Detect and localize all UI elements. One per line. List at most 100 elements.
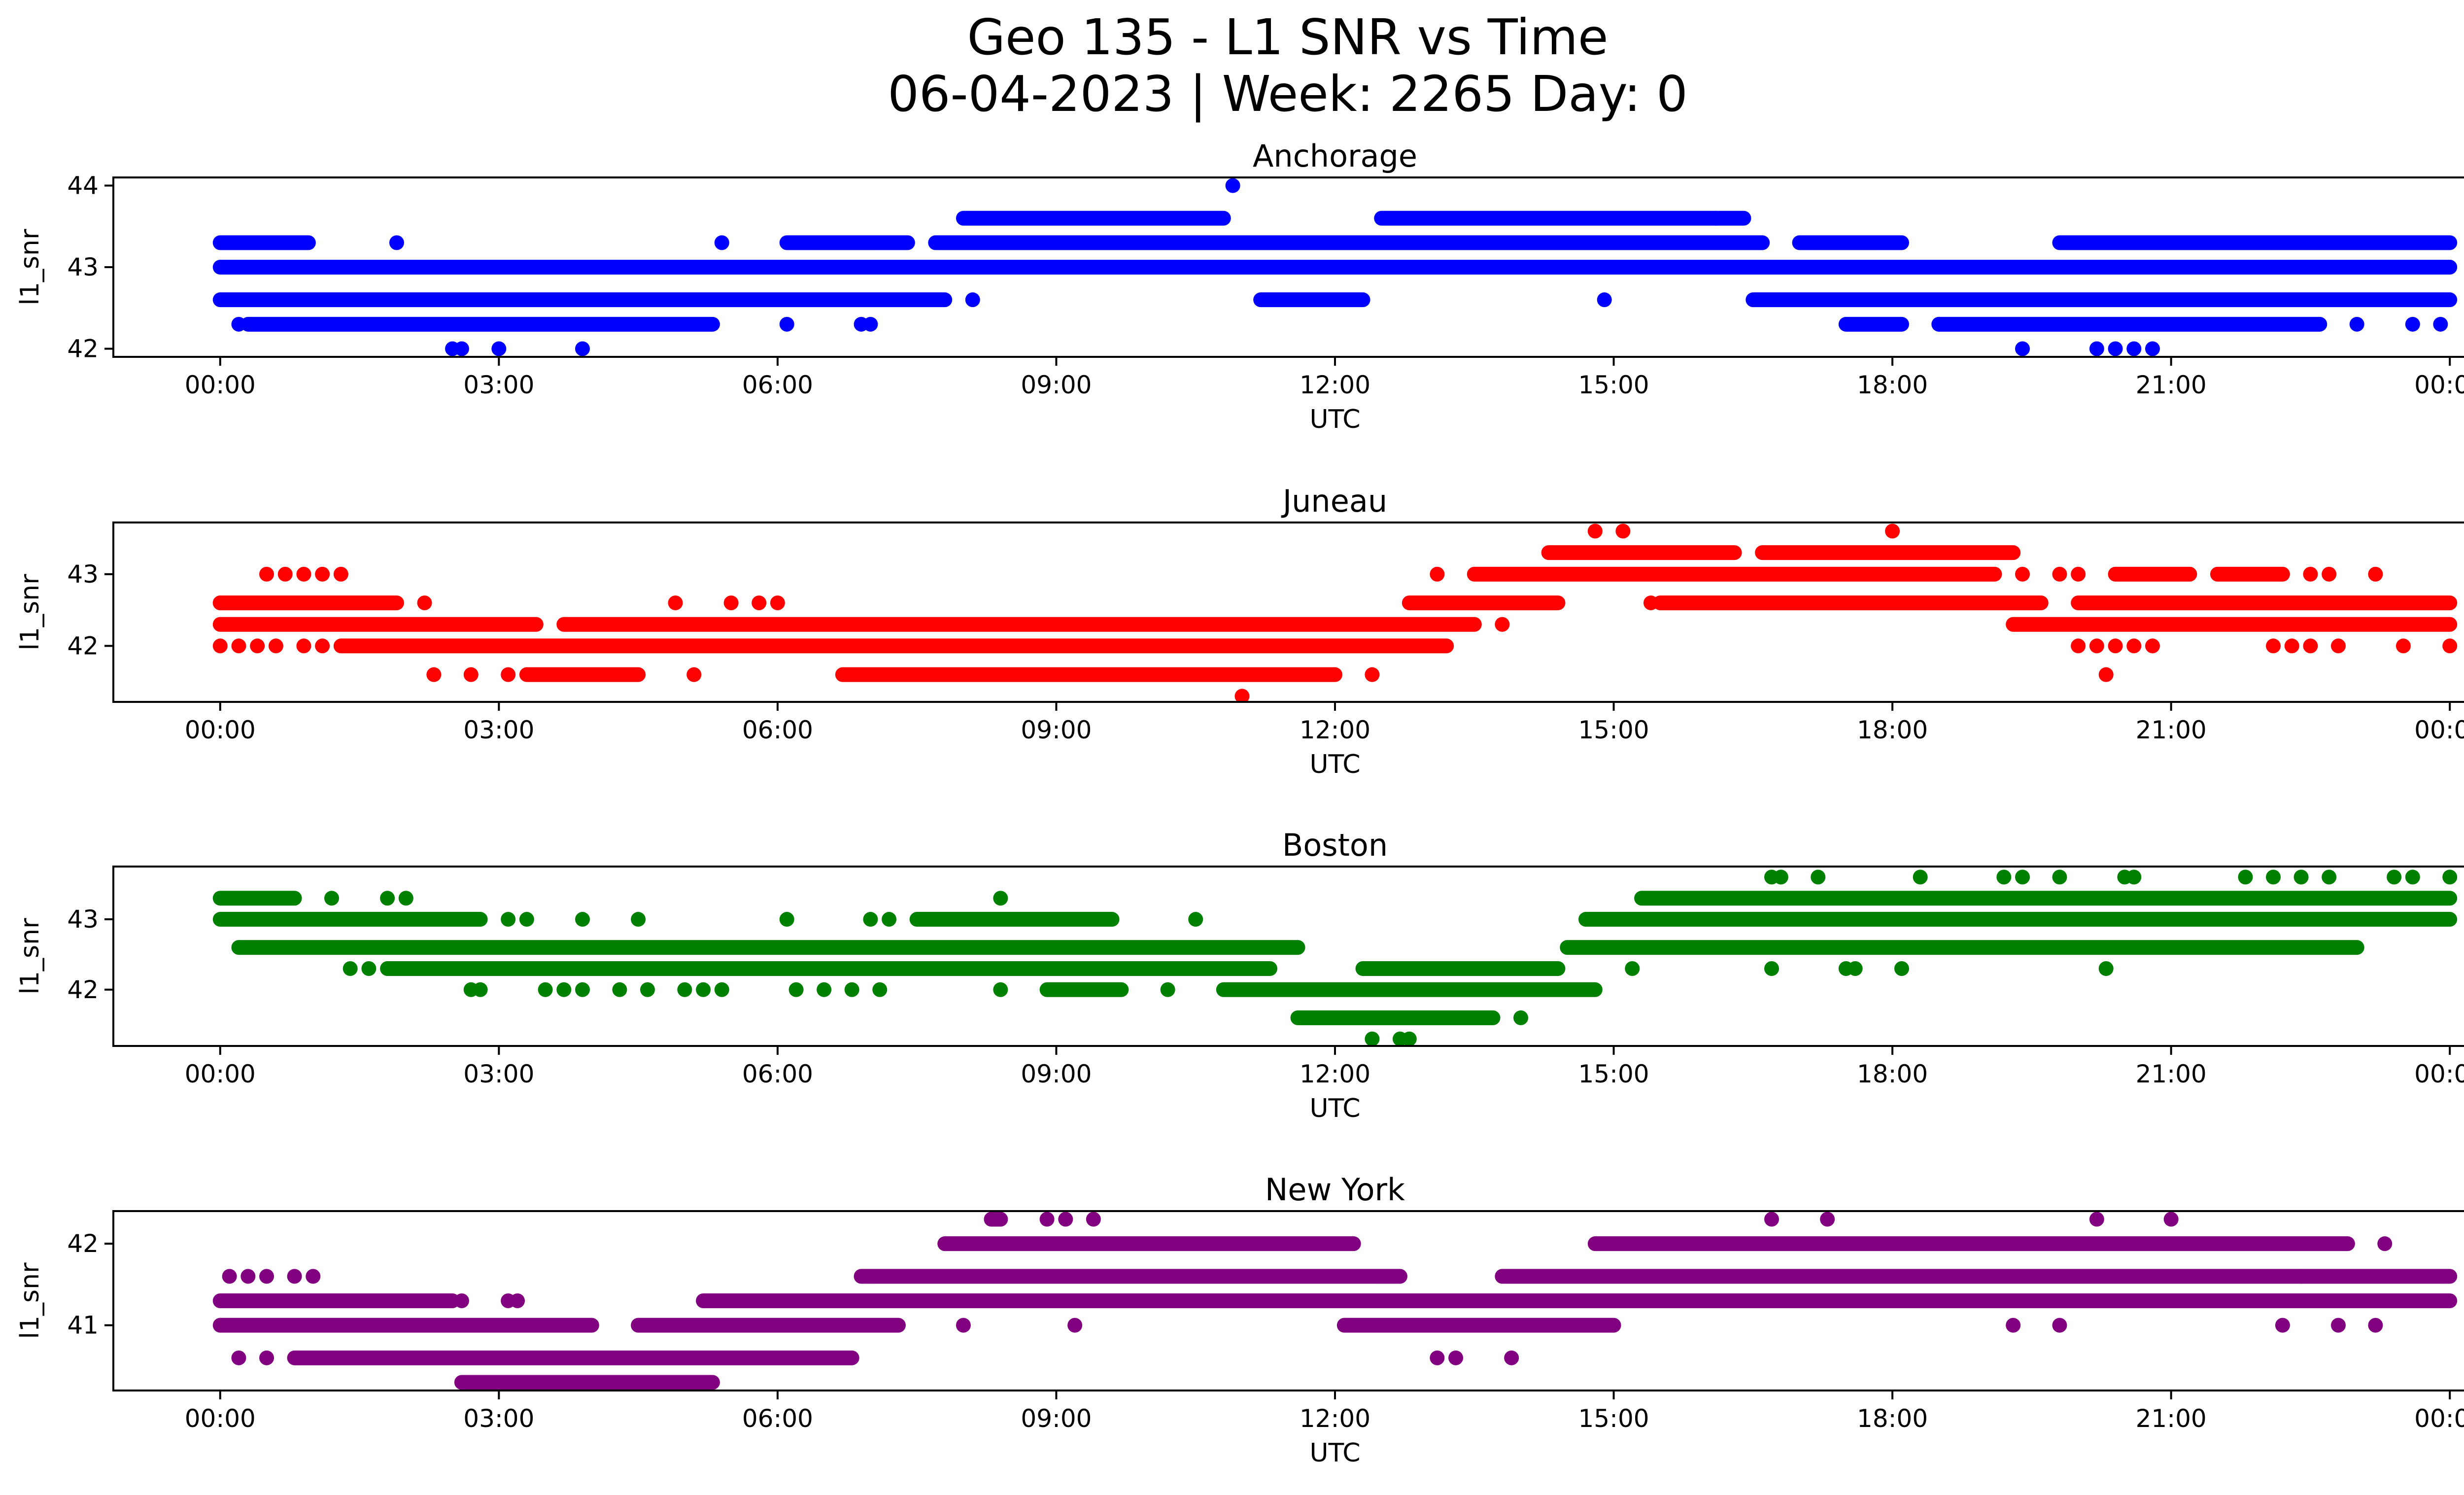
data-point (1058, 1212, 1073, 1227)
data-point (956, 1318, 971, 1333)
data-point (1234, 689, 1250, 702)
data-point (2145, 638, 2160, 654)
data-point (2275, 1318, 2290, 1333)
data-point (2442, 638, 2458, 654)
data-point (863, 912, 878, 927)
data-point (250, 638, 265, 654)
x-tick-label: 06:00 (742, 716, 813, 744)
data-point (2108, 638, 2123, 654)
data-point (2163, 1212, 2179, 1227)
data-point (1587, 523, 1603, 539)
data-point (259, 1269, 274, 1284)
data-point (324, 891, 340, 906)
x-tick-label: 00:00 (2414, 371, 2464, 399)
y-tick-label: 42 (67, 975, 99, 1004)
data-point (2126, 638, 2142, 654)
data-point (863, 316, 878, 332)
data-point (556, 982, 572, 997)
data-point (714, 235, 729, 250)
data-point (714, 982, 729, 997)
data-point (333, 566, 348, 582)
data-point (779, 912, 794, 927)
y-axis-label: l1_snr (15, 229, 45, 306)
data-point (1811, 869, 1826, 885)
x-tick-label: 15:00 (1578, 371, 1649, 399)
data-point (631, 912, 646, 927)
x-tick-label: 12:00 (1300, 716, 1370, 744)
data-point (1773, 869, 1788, 885)
y-tick-label: 43 (67, 560, 99, 589)
data-point (2405, 869, 2420, 885)
data-point (1931, 316, 1947, 332)
data-point (2303, 638, 2318, 654)
data-point (501, 912, 516, 927)
data-point (2089, 341, 2104, 356)
data-point (1504, 1350, 1519, 1365)
x-tick-label: 03:00 (463, 1404, 534, 1433)
data-point (1430, 566, 1445, 582)
data-point (2015, 869, 2030, 885)
y-axis-label: l1_snr (15, 1262, 45, 1339)
x-tick-label: 18:00 (1857, 1060, 1928, 1088)
data-point (2387, 869, 2402, 885)
x-tick-label: 09:00 (1021, 371, 1092, 399)
data-point (2293, 1269, 2309, 1284)
x-tick-label: 06:00 (742, 371, 813, 399)
data-point (1820, 1212, 1835, 1227)
data-point (2330, 1318, 2346, 1333)
x-tick-label: 00:00 (185, 716, 256, 744)
data-point (240, 1269, 256, 1284)
data-point (1039, 1212, 1055, 1227)
data-point (752, 595, 767, 611)
y-tick-label: 42 (67, 1229, 99, 1258)
x-tick-label: 09:00 (1021, 716, 1092, 744)
data-point (2442, 869, 2458, 885)
data-point (2368, 1318, 2383, 1333)
data-point (612, 982, 627, 997)
data-point (2015, 341, 2030, 356)
x-axis-label: UTC (1309, 1438, 1360, 1468)
data-point (2322, 566, 2337, 582)
data-point (2089, 1212, 2104, 1227)
data-point (277, 566, 293, 582)
data-point (259, 566, 274, 582)
data-point (1513, 1010, 1529, 1025)
y-axis-label: l1_snr (15, 918, 45, 995)
data-point (212, 638, 228, 654)
data-point (677, 982, 692, 997)
y-tick-label: 44 (67, 172, 99, 200)
data-point (426, 667, 442, 682)
data-point (668, 595, 683, 611)
data-point (510, 1293, 525, 1308)
x-tick-label: 21:00 (2136, 716, 2207, 744)
data-point (1225, 178, 1240, 193)
x-tick-label: 21:00 (2136, 371, 2207, 399)
data-point (501, 667, 516, 682)
data-point (2052, 1318, 2067, 1333)
data-point (2433, 316, 2448, 332)
data-point (491, 341, 507, 356)
x-axis-label: UTC (1309, 1094, 1360, 1123)
data-point (2108, 341, 2123, 356)
data-point (696, 982, 711, 997)
x-tick-label: 18:00 (1857, 1404, 1928, 1433)
data-point (287, 1269, 302, 1284)
data-point (1885, 523, 1900, 539)
x-tick-label: 06:00 (742, 1404, 813, 1433)
x-tick-label: 00:00 (2414, 1060, 2464, 1088)
data-point (296, 566, 311, 582)
data-point (2266, 869, 2281, 885)
x-tick-label: 18:00 (1857, 371, 1928, 399)
panel-title: Anchorage (1253, 138, 1417, 174)
data-point (1764, 961, 1780, 976)
data-point (1848, 961, 1863, 976)
data-point (872, 982, 888, 997)
data-point (1160, 982, 1175, 997)
data-point (723, 595, 739, 611)
data-point (231, 316, 246, 332)
x-tick-label: 00:00 (185, 1060, 256, 1088)
data-point (844, 982, 859, 997)
data-point (882, 912, 897, 927)
data-point (2405, 316, 2420, 332)
y-tick-label: 43 (67, 253, 99, 281)
